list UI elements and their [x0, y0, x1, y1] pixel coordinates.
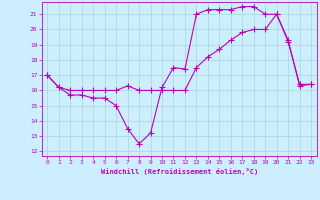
- X-axis label: Windchill (Refroidissement éolien,°C): Windchill (Refroidissement éolien,°C): [100, 168, 258, 175]
